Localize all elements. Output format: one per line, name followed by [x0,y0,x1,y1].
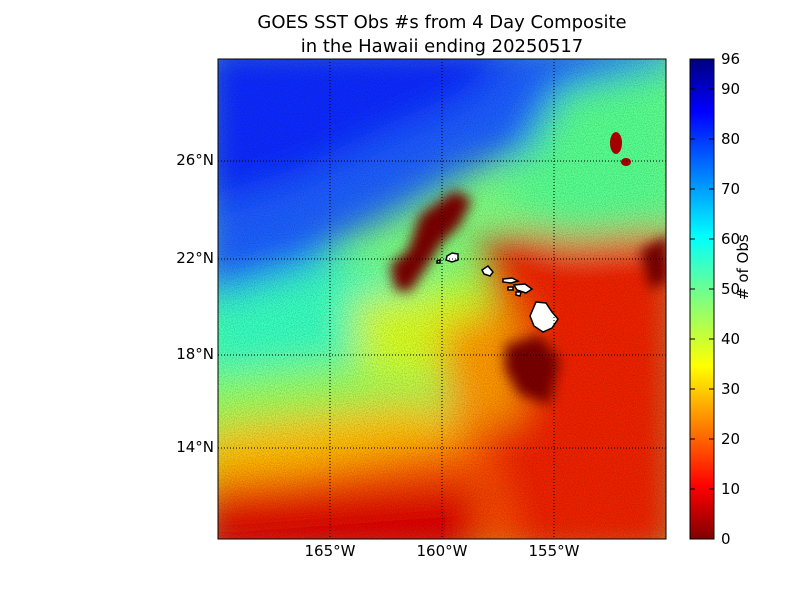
lat-label-14n: 14°N [176,438,214,456]
map-title-line-1: GOES SST Obs #s from 4 Day Composite [257,12,627,33]
lon-label-155w: 155°W [528,542,580,560]
lon-label-165w: 165°W [304,542,356,560]
colorbar-tick-90: 90 [721,80,741,98]
colorbar-tick-40: 40 [721,330,741,348]
colorbar-tick-96: 96 [721,50,741,68]
colorbar-ticks [690,88,714,490]
lat-label-22n: 22°N [176,249,214,267]
colorbar-label: # of Obs [734,234,752,300]
lat-label-18n: 18°N [176,345,214,363]
colorbar-tick-10: 10 [721,480,741,498]
lon-label-160w: 160°W [416,542,468,560]
hawaiian-islands [436,252,559,333]
map-title-line-2: in the Hawaii ending 20250517 [300,36,584,57]
colorbar-tick-50: 50 [721,280,741,298]
colorbar-tick-20: 20 [721,430,741,448]
colorbar [689,58,715,540]
sst-obs-field [218,59,666,539]
colorbar-tick-30: 30 [721,380,741,398]
lat-label-26n: 26°N [176,151,214,169]
colorbar-tick-70: 70 [721,180,741,198]
colorbar-tick-80: 80 [721,130,741,148]
map-frame [217,58,667,540]
map-gridlines [218,59,666,539]
colorbar-tick-0: 0 [721,530,731,548]
colorbar-tick-60: 60 [721,230,741,248]
